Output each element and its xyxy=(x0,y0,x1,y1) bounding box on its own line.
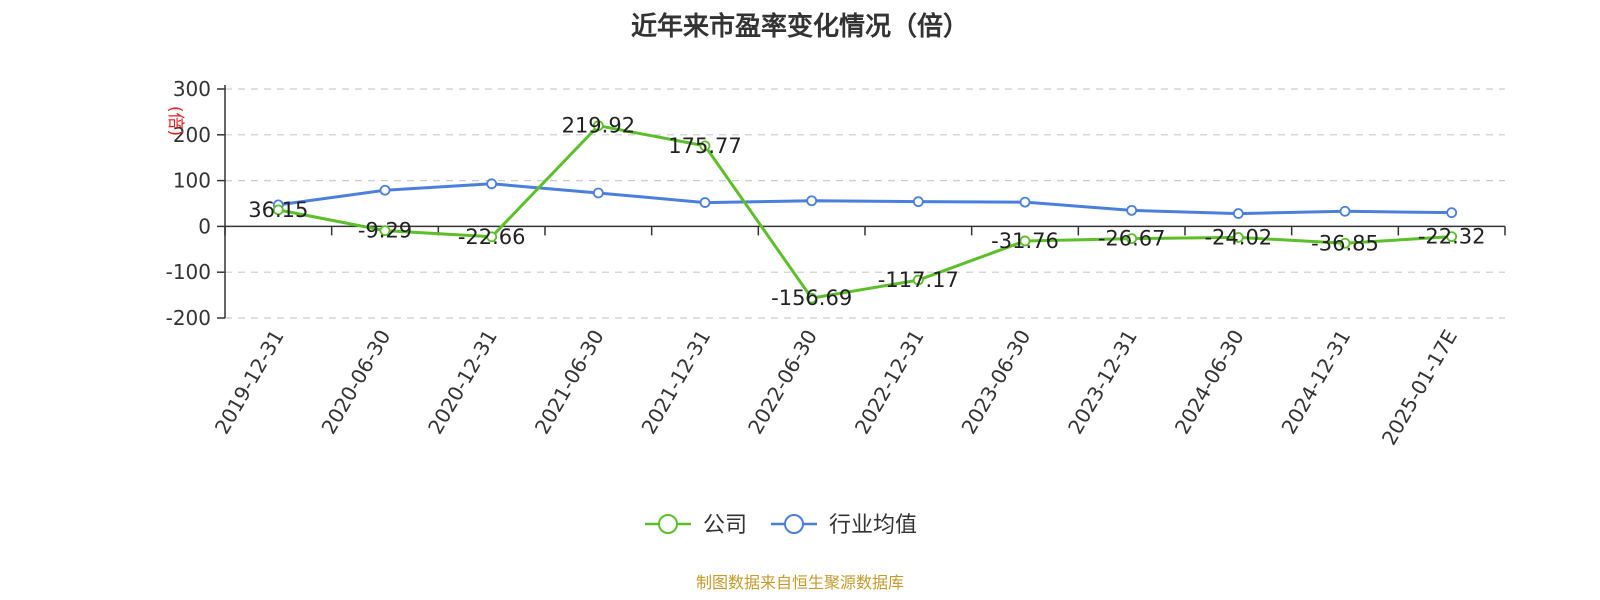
company-data-label: -22.66 xyxy=(458,225,526,249)
company-point xyxy=(806,292,818,304)
industry-average-point xyxy=(1126,204,1138,216)
company-point xyxy=(272,204,284,216)
y-axis-unit-label: (倍) xyxy=(165,106,185,136)
industry-average-point xyxy=(1232,208,1244,219)
x-tick-label: 2022-12-31 xyxy=(850,325,929,438)
industry-average-point xyxy=(1446,207,1458,219)
company-data-label: -36.85 xyxy=(1311,231,1379,255)
series-lines xyxy=(272,120,1458,304)
legend-label: 行业均值 xyxy=(829,513,917,538)
company-point xyxy=(912,274,924,286)
company-point xyxy=(1232,232,1244,243)
x-tick-label: 2022-06-30 xyxy=(743,326,822,439)
x-tick-label: 2019-12-31 xyxy=(210,326,289,439)
y-tick-label: -200 xyxy=(166,306,211,330)
company-point xyxy=(592,120,604,132)
industry-average-point xyxy=(486,178,498,190)
company-data-label: -156.69 xyxy=(771,286,852,310)
y-tick-label: -100 xyxy=(166,260,211,284)
legend-item-industry-average: 行业均值 xyxy=(771,513,917,538)
x-tick-label: 2020-12-31 xyxy=(423,325,502,438)
company-point xyxy=(1019,235,1031,247)
legend: 公司 行业均值 xyxy=(645,513,917,538)
company-data-label: -31.76 xyxy=(991,229,1059,253)
grid-lines xyxy=(225,88,1505,319)
company-data-label: 36.15 xyxy=(248,198,308,222)
chart-title: 近年来市盈率变化情况（倍） xyxy=(630,12,969,42)
company-point xyxy=(379,225,391,237)
company-data-label: -9.29 xyxy=(358,219,412,243)
company-data-label: -22.32 xyxy=(1418,225,1486,249)
industry-average-point xyxy=(912,196,924,208)
industry-average-series-line xyxy=(278,182,1452,216)
industry-average-point xyxy=(1019,196,1031,208)
company-data-label: -24.02 xyxy=(1204,225,1272,249)
legend-marker xyxy=(784,514,804,534)
company-point xyxy=(699,140,711,152)
data-labels: 36.15 -9.29 -22.66 219.92 175.77 -156.69 -117.… xyxy=(248,114,1485,310)
y-tick-label: 300 xyxy=(173,77,211,101)
company-series-line xyxy=(278,124,1452,300)
company-data-label: 175.77 xyxy=(668,134,741,158)
industry-average-point xyxy=(1339,205,1351,217)
x-tick-label: 2023-12-31 xyxy=(1063,326,1142,439)
legend-marker xyxy=(658,514,678,534)
industry-average-point xyxy=(379,184,391,196)
industry-average-point xyxy=(806,195,818,207)
y-tick-label: 100 xyxy=(173,169,211,193)
x-tick-label: 2021-12-31 xyxy=(636,326,715,439)
x-tick-label: 2021-06-30 xyxy=(530,326,609,439)
x-tick-label: 2025-01-17E xyxy=(1377,326,1462,450)
company-point xyxy=(1126,233,1138,245)
x-tick-label: 2023-06-30 xyxy=(956,326,1035,439)
x-tick-label: 2024-12-31 xyxy=(1276,326,1355,439)
company-point xyxy=(486,231,498,243)
source-note: 制图数据来自恒生聚源数据库 xyxy=(695,573,904,592)
y-tick-label: 0 xyxy=(198,214,211,238)
industry-average-point xyxy=(592,187,604,199)
company-data-label: -117.17 xyxy=(878,268,959,292)
company-data-label: -26.67 xyxy=(1098,227,1166,251)
x-tick-label: 2024-06-30 xyxy=(1170,326,1249,439)
x-tick-label: 2020-06-30 xyxy=(316,326,395,439)
company-data-label: 219.92 xyxy=(562,114,635,138)
legend-item-company: 公司 xyxy=(645,513,747,538)
company-point xyxy=(1339,237,1351,249)
company-point xyxy=(1446,231,1458,243)
legend-label: 公司 xyxy=(703,513,747,538)
y-tick-label: 200 xyxy=(173,123,211,147)
industry-average-point xyxy=(699,197,711,208)
